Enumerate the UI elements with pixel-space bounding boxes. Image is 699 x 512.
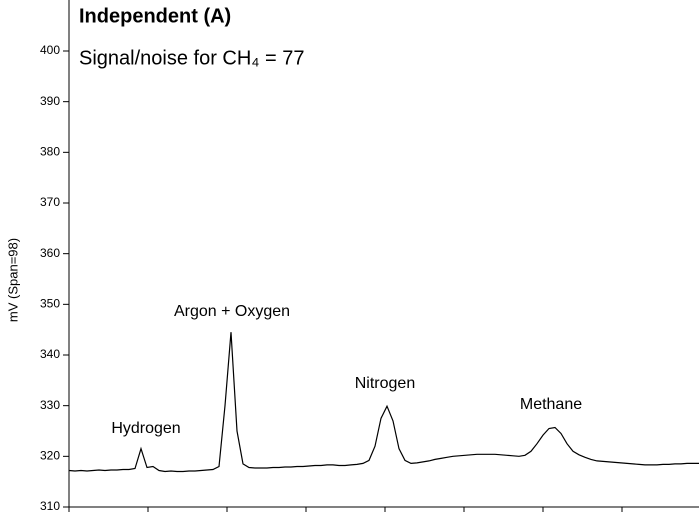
y-tick-label: 390 [40, 94, 60, 108]
chart-title: Independent (A) [79, 5, 231, 27]
peak-label: Methane [520, 396, 582, 413]
y-tick-label: 330 [40, 398, 60, 412]
y-tick-label: 320 [40, 449, 60, 463]
y-tick-label: 360 [40, 246, 60, 260]
y-tick-label: 380 [40, 145, 60, 159]
peak-label: Hydrogen [111, 420, 180, 437]
y-axis-label: mV (Span=98) [5, 238, 20, 322]
y-tick-label: 370 [40, 195, 60, 209]
signal-line [68, 332, 699, 473]
y-tick-label: 340 [40, 347, 60, 361]
chart-subtitle: Signal/noise for CH₄ = 77 [79, 47, 305, 69]
peak-label: Argon + Oxygen [174, 303, 290, 320]
y-tick-label: 350 [40, 297, 60, 311]
y-tick-label: 400 [40, 43, 60, 57]
peak-label: Nitrogen [355, 375, 415, 392]
y-tick-label: 310 [40, 499, 60, 512]
